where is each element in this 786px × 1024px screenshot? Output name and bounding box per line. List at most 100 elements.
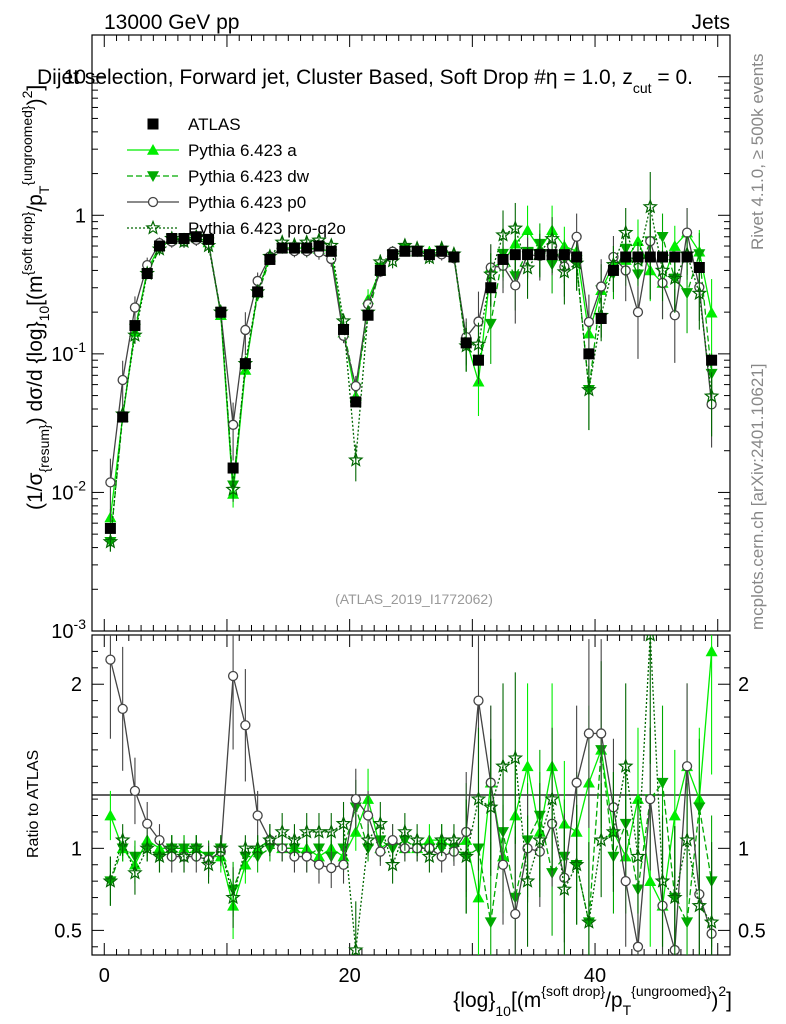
atlas-point [301, 242, 313, 254]
pythia-6-423-pro-q2o-ratio-point [654, 873, 671, 888]
legend-marker-atlas [147, 118, 159, 130]
pythia-6-423-a-ratio-line [109, 651, 713, 909]
legend-label-atlas: ATLAS [188, 115, 241, 134]
pythia-6-423-pro-q2o-ratio-point [298, 823, 315, 839]
pythia-6-423-p0-ratio-point [473, 695, 484, 706]
y-tick-label-ratio-right: 0.5 [738, 920, 766, 942]
pythia-6-423-pro-q2o-point [642, 198, 658, 214]
pythia-6-423-a-ratio-point [631, 793, 644, 804]
atlas-point [669, 251, 681, 263]
atlas-point [166, 232, 178, 244]
main-y-axis-label: (1/σ{resum}) dσ/d {log}10[(m{soft drop}/… [19, 85, 52, 510]
pythia-6-423-pro-q2o-ratio-point [397, 823, 413, 839]
y-tick-label-ratio: 0.5 [54, 920, 82, 942]
atlas-point [681, 251, 693, 263]
pythia-6-423-pro-q2o-ratio-point [679, 831, 695, 847]
pythia-6-423-p0-ratio-point [596, 728, 607, 739]
pythia-6-423-pro-q2o-point [225, 481, 241, 497]
atlas-point [338, 323, 350, 335]
y-tick-label-main: 1 [75, 205, 86, 227]
pythia-6-423-p0-ratio-point [129, 785, 141, 797]
atlas-point [350, 396, 362, 408]
pythia-6-423-dw-ratio-point [693, 802, 706, 814]
pythia-6-423-dw-point [693, 249, 706, 261]
pythia-6-423-pro-q2o-point [507, 220, 524, 235]
atlas-point [313, 240, 325, 252]
pythia-6-423-p0-ratio-point [632, 941, 644, 952]
pythia-6-423-p0-ratio-point [497, 859, 509, 870]
atlas-point [448, 251, 460, 263]
pythia-6-423-dw-ratio-point [656, 777, 669, 789]
atlas-point [620, 251, 632, 263]
pythia-6-423-a-ratio-point [104, 809, 117, 821]
pythia-6-423-p0-ratio-point [338, 859, 349, 870]
analysis-id: (ATLAS_2019_I1772062) [335, 591, 493, 607]
atlas-point [460, 337, 472, 349]
pythia-6-423-pro-q2o-ratio-point [384, 856, 401, 872]
atlas-point [546, 249, 558, 261]
pythia-6-423-pro-q2o-ratio-point [323, 823, 339, 839]
pythia-6-423-pro-q2o-ratio-point [703, 914, 720, 929]
pythia-6-423-a-ratio-point [521, 760, 534, 772]
pythia-6-423-p0-ratio-point [252, 810, 263, 821]
pythia-6-423-p0-ratio-point [571, 777, 582, 788]
pythia-6-423-pro-q2o-point [556, 263, 573, 279]
y-tick-label-ratio-right: 1 [738, 838, 749, 860]
pythia-6-423-p0-ratio-line [109, 659, 713, 951]
atlas-point [632, 251, 644, 263]
y-tick-label-main: 10-3 [51, 616, 86, 643]
pythia-6-423-a-ratio-point [644, 875, 657, 886]
pythia-6-423-pro-q2o-ratio-point [531, 831, 548, 847]
pythia-6-423-p0-ratio-point [227, 670, 239, 682]
atlas-point [215, 306, 227, 318]
pythia-6-423-pro-q2o-ratio-point [630, 848, 646, 864]
legend-label-pythia-6-423-pro-q2o: Pythia 6.423 pro-q2o [188, 219, 346, 238]
pythia-6-423-p0-point [571, 231, 582, 242]
x-tick-label: 0 [99, 965, 110, 987]
pythia-6-423-pro-q2o-ratio-point [409, 831, 425, 847]
atlas-point [522, 249, 534, 261]
atlas-point [706, 354, 718, 366]
pythia-6-423-pro-q2o-ratio-point [335, 815, 352, 831]
pythia-6-423-p0-ratio-point [117, 703, 128, 714]
pythia-6-423-pro-q2o-ratio-point [581, 914, 597, 929]
pythia-6-423-pro-q2o-ratio-point [237, 840, 254, 855]
pythia-6-423-pro-q2o-point [127, 327, 143, 342]
atlas-point [497, 253, 509, 265]
atlas-point [239, 358, 251, 370]
pythia-6-423-p0-ratio-point [387, 834, 398, 846]
atlas-point [362, 309, 374, 321]
legend-marker-pythia-6-423-dw [147, 171, 159, 182]
pythia-6-423-p0-point [117, 374, 128, 386]
pythia-6-423-p0-ratio-point [362, 810, 374, 821]
pythia-6-423-pro-q2o-ratio-point [114, 831, 131, 847]
pythia-6-423-pro-q2o-ratio-line [109, 635, 713, 951]
rivet-label: Rivet 4.1.0, ≥ 500k events [748, 54, 767, 250]
atlas-point [203, 233, 215, 245]
pythia-6-423-p0-ratio-point [313, 859, 325, 870]
pythia-6-423-p0-ratio-point [375, 846, 386, 857]
pythia-6-423-p0-ratio-point [681, 761, 693, 772]
atlas-point [411, 245, 423, 257]
pythia-6-423-p0-point [583, 316, 595, 328]
pythia-6-423-p0-ratio-point [142, 818, 153, 829]
atlas-point [558, 249, 570, 261]
ratio-series [102, 635, 720, 955]
atlas-point [276, 242, 288, 254]
pythia-6-423-p0-point [681, 227, 693, 238]
pythia-6-423-pro-q2o-ratio-point [262, 831, 278, 847]
pythia-6-423-pro-q2o-point [102, 533, 119, 549]
pythia-6-423-p0-point [227, 419, 239, 430]
pythia-6-423-pro-q2o-ratio-point [102, 873, 119, 888]
pythia-6-423-a-ratio-point [668, 809, 681, 821]
legend-marker-pythia-6-423-p0 [147, 196, 159, 208]
atlas-point [607, 264, 619, 276]
pythia-6-423-p0-point [596, 281, 607, 292]
pythia-6-423-pro-q2o-ratio-point [164, 840, 180, 855]
pythia-6-423-p0-point [240, 324, 251, 336]
pythia-6-423-dw-line [109, 235, 713, 542]
atlas-point [153, 240, 165, 252]
pythia-6-423-pro-q2o-ratio-point [372, 815, 389, 831]
atlas-point [657, 251, 669, 263]
pythia-6-423-a-point [521, 224, 534, 236]
